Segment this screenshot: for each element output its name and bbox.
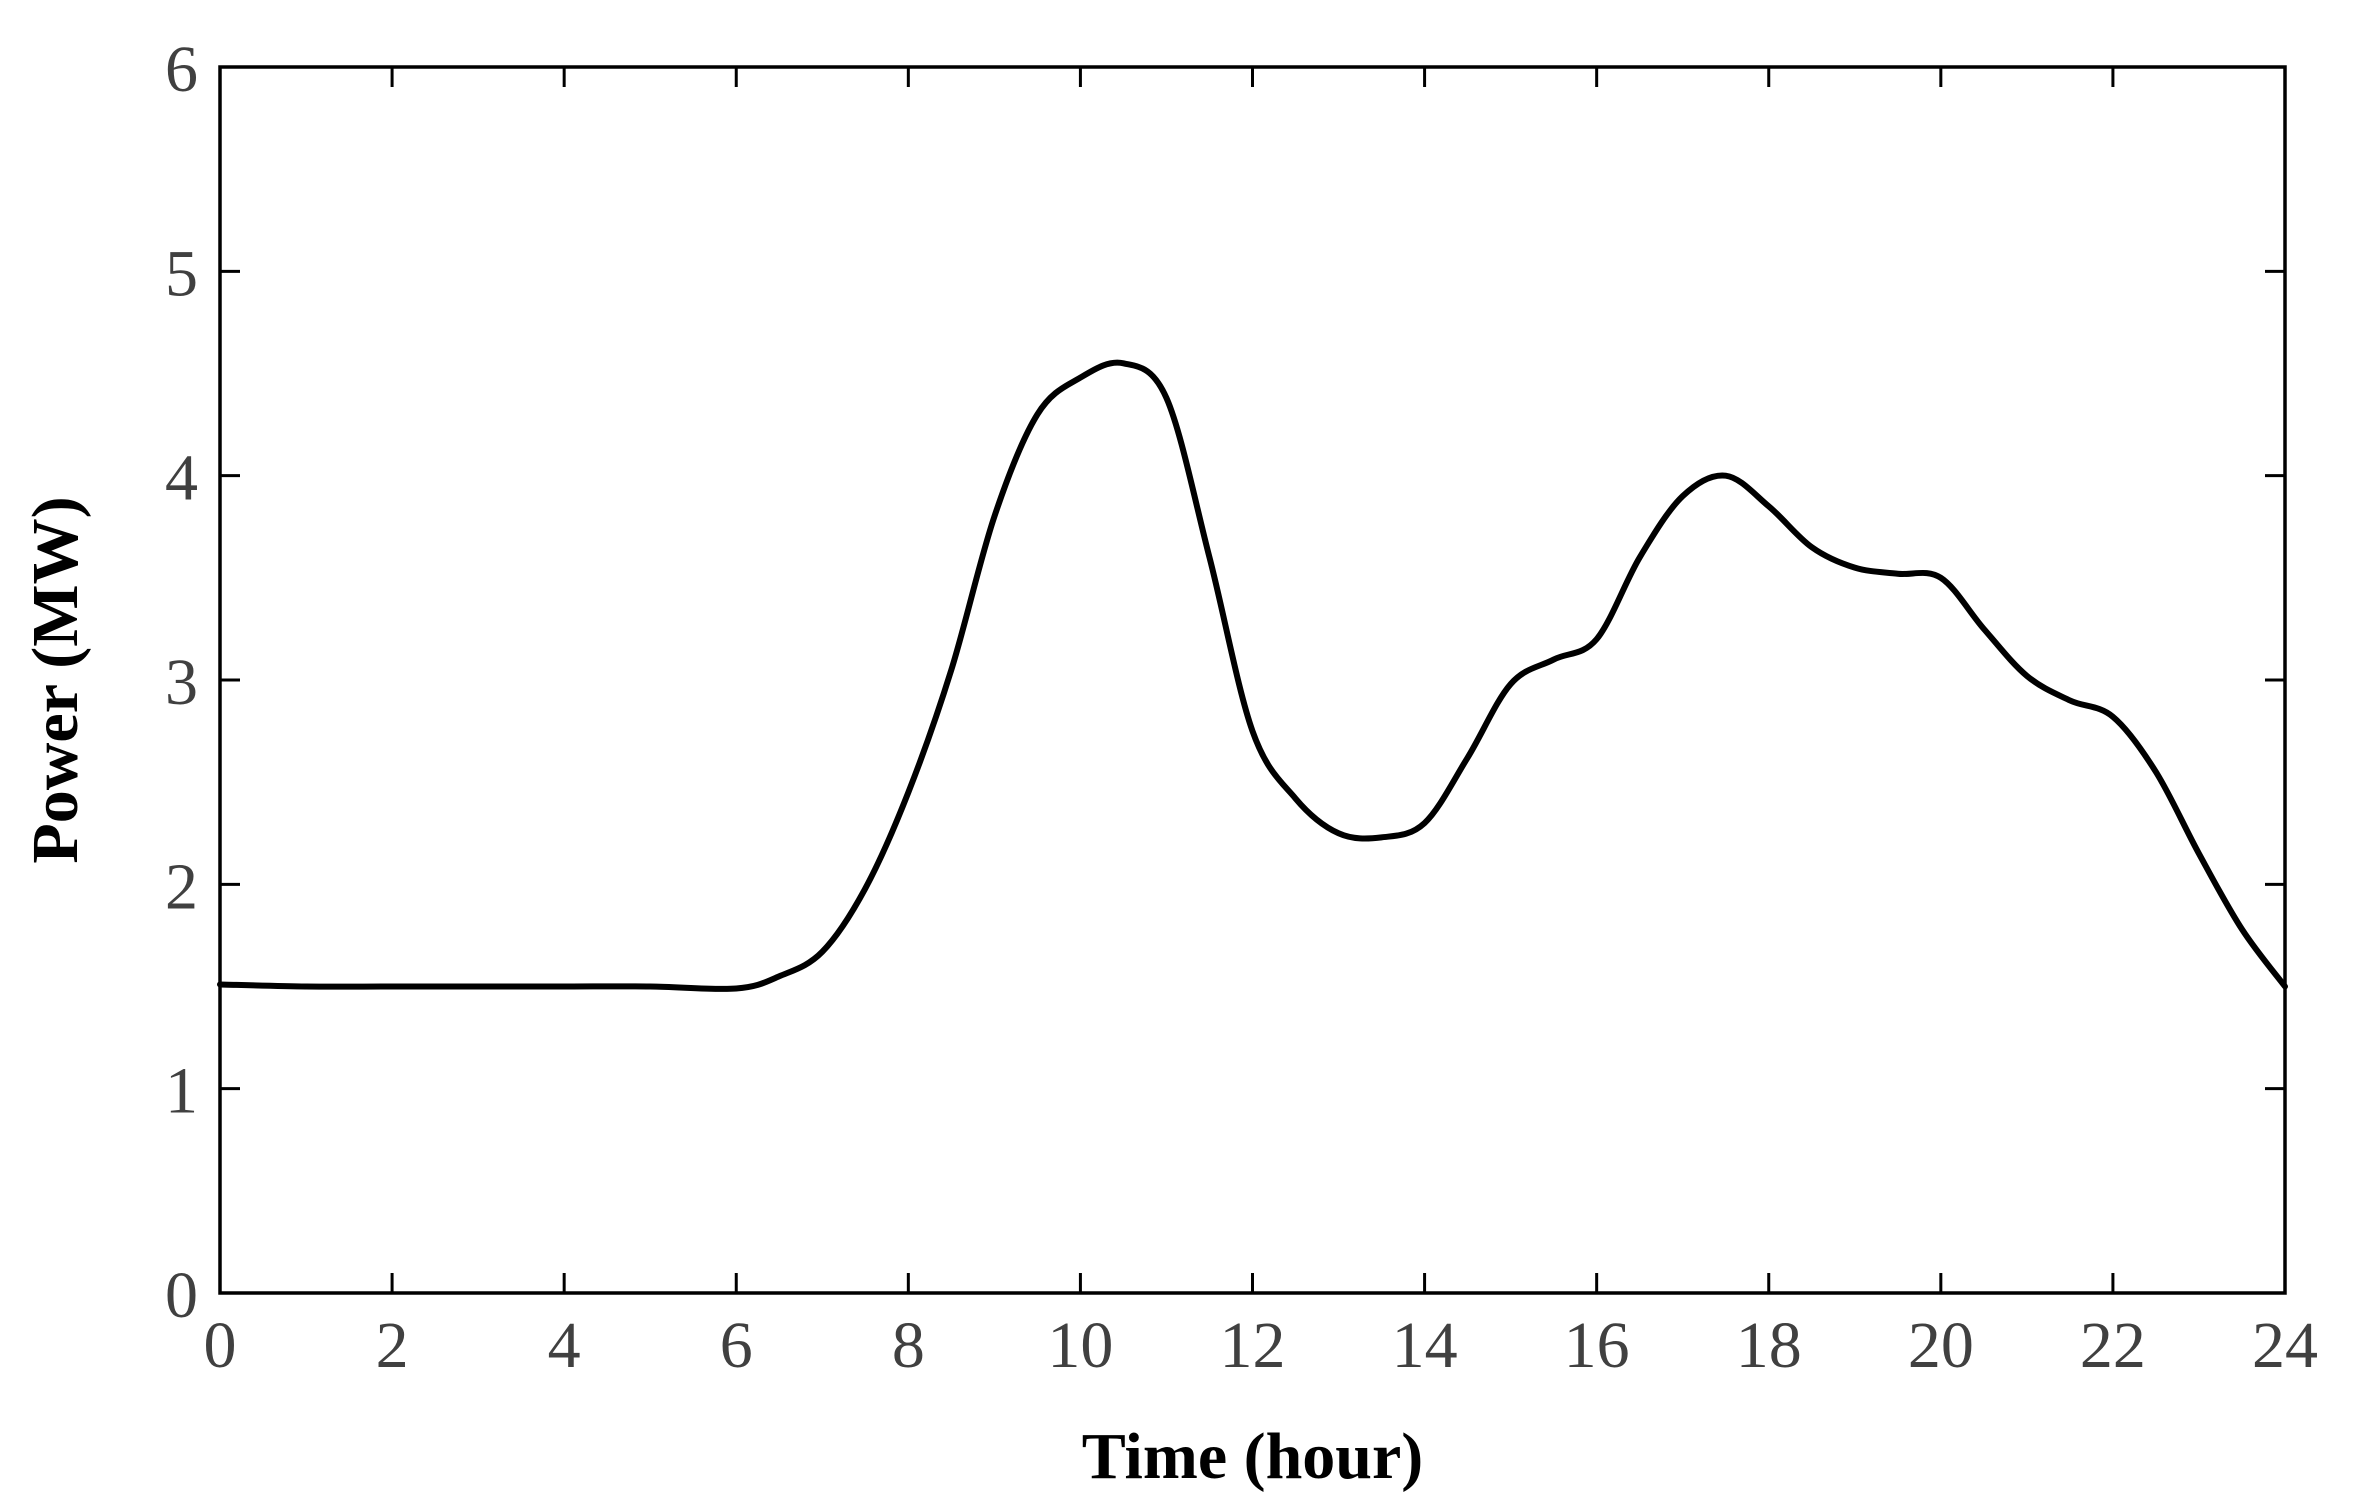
plot-area-frame	[218, 65, 2287, 1295]
x-tick-label: 2	[376, 1309, 409, 1382]
x-tick-labels: 0 2 4 6 8 10 12 14 16 18 20 22 24	[204, 1309, 2319, 1382]
x-tick-label: 12	[1220, 1309, 1286, 1382]
x-tick-label: 0	[204, 1309, 237, 1382]
x-tick-label: 24	[2252, 1309, 2318, 1382]
x-tick-label: 22	[2080, 1309, 2146, 1382]
y-tick-marks	[220, 65, 2285, 1295]
x-tick-label: 10	[1047, 1309, 1113, 1382]
y-axis-title: Power (MW)	[19, 496, 92, 863]
x-tick-marks	[218, 67, 2287, 1293]
x-tick-label: 6	[720, 1309, 753, 1382]
y-tick-label: 2	[165, 850, 198, 923]
y-tick-label: 5	[165, 237, 198, 310]
x-tick-label: 14	[1392, 1309, 1458, 1382]
power-series-line	[217, 359, 2288, 993]
x-tick-label: 18	[1736, 1309, 1802, 1382]
x-tick-label: 20	[1908, 1309, 1974, 1382]
x-axis-title: Time (hour)	[1082, 1420, 1424, 1493]
x-tick-label: 8	[892, 1309, 925, 1382]
x-tick-label: 16	[1564, 1309, 1630, 1382]
y-tick-label: 1	[165, 1055, 198, 1128]
y-tick-label: 3	[165, 646, 198, 719]
y-tick-label: 6	[165, 33, 198, 106]
y-tick-label: 0	[165, 1259, 198, 1332]
y-tick-labels: 0 1 2 3 4 5 6	[165, 33, 198, 1332]
x-tick-label: 4	[548, 1309, 581, 1382]
y-tick-label: 4	[165, 442, 198, 515]
